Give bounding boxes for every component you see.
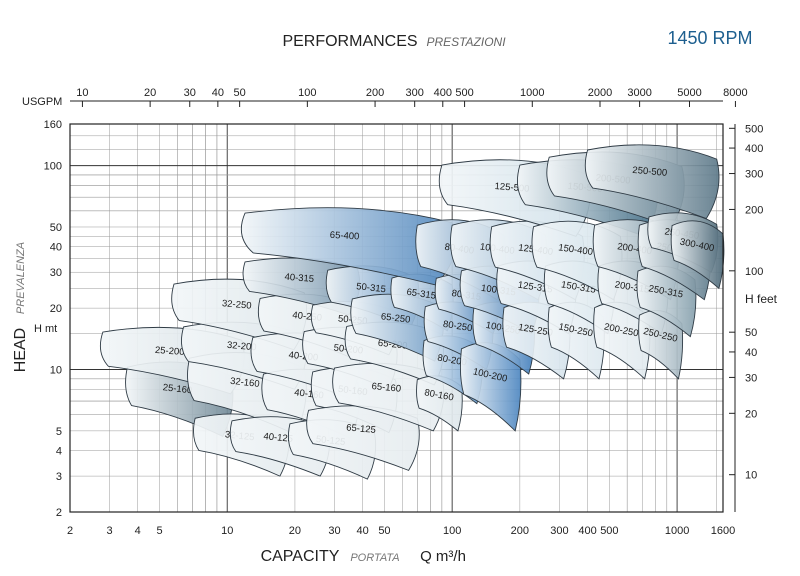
pump-region-300-400 — [670, 220, 725, 290]
y-tick-label: 4 — [56, 446, 62, 458]
x-tick-label: 1000 — [665, 525, 689, 537]
feet-tick-label: 50 — [745, 327, 757, 339]
feet-tick-label: 200 — [745, 204, 763, 216]
x-tick-label: 300 — [550, 525, 568, 537]
x-tick-label: 50 — [378, 525, 390, 537]
x-axis-unit: Q m³/h — [420, 548, 466, 565]
speed-label: 1450 RPM — [667, 28, 752, 48]
pump-label-32-250: 32-250 — [222, 298, 252, 311]
x-tick-label: 1600 — [711, 525, 735, 537]
plot-border — [69, 123, 724, 513]
x-tick-label: 20 — [289, 525, 301, 537]
usgpm-tick-label: 40 — [212, 87, 224, 99]
y-axis-title: HEAD — [12, 328, 29, 372]
x-tick-label: 4 — [135, 525, 141, 537]
pump-label-250-500: 250-500 — [632, 165, 668, 179]
usgpm-tick-label: 20 — [144, 87, 156, 99]
y-axis-unit: H mt — [34, 323, 57, 335]
x-tick-label: 400 — [578, 525, 596, 537]
usgpm-tick-label: 1000 — [520, 87, 544, 99]
pump-label-65-250: 65-250 — [380, 311, 411, 325]
pump-label-150-400: 150-400 — [558, 242, 594, 258]
pump-label-25-160: 25-160 — [162, 382, 193, 396]
usgpm-tick-label: 5000 — [677, 87, 701, 99]
x-tick-label: 10 — [221, 525, 233, 537]
pump-label-65-315: 65-315 — [406, 287, 437, 302]
feet-unit: H feet — [745, 292, 778, 306]
y-axis-subtitle: PREVALENZA — [15, 242, 27, 314]
usgpm-tick-label: 100 — [298, 87, 316, 99]
pump-label-50-315: 50-315 — [356, 281, 387, 295]
x-tick-label: 200 — [511, 525, 529, 537]
x-tick-label: 2 — [67, 525, 73, 537]
feet-tick-label: 30 — [745, 372, 757, 384]
y-tick-label: 100 — [44, 161, 62, 173]
x-axis-subtitle: PORTATA — [350, 552, 399, 564]
pump-label-40-125: 40-125 — [263, 431, 294, 445]
x-tick-label: 500 — [600, 525, 618, 537]
x-axis-title: CAPACITY — [261, 548, 340, 565]
x-tick-label: 3 — [107, 525, 113, 537]
feet-tick-label: 20 — [745, 408, 757, 420]
plot-frame — [69, 123, 724, 513]
x-tick-label: 5 — [156, 525, 162, 537]
usgpm-tick-label: 3000 — [627, 87, 651, 99]
feet-tick-label: 40 — [745, 347, 757, 359]
usgpm-tick-label: 10 — [76, 87, 88, 99]
y-tick-label: 5 — [56, 426, 62, 438]
y-tick-label: 20 — [50, 303, 62, 315]
pump-label-65-400: 65-400 — [330, 230, 360, 243]
feet-tick-label: 300 — [745, 169, 763, 181]
x-tick-label: 100 — [443, 525, 461, 537]
performance-regions: 25-16025-20032-12532-16032-20032-25040-1… — [99, 144, 725, 480]
usgpm-tick-label: 400 — [434, 87, 452, 99]
chart-header: PERFORMANCES PRESTAZIONI 1450 RPM — [282, 28, 752, 50]
pump-region-250-500 — [584, 144, 720, 220]
y-tick-label: 50 — [50, 222, 62, 234]
pump-label-32-200: 32-200 — [227, 340, 257, 353]
usgpm-tick-label: 30 — [184, 87, 196, 99]
usgpm-tick-label: 8000 — [723, 87, 747, 99]
usgpm-tick-label: 50 — [234, 87, 246, 99]
y-tick-label: 30 — [50, 267, 62, 279]
y-tick-label: 3 — [56, 471, 62, 483]
pump-label-80-200: 80-200 — [437, 353, 468, 369]
feet-tick-label: 100 — [745, 266, 763, 278]
y-tick-label: 2 — [56, 507, 62, 519]
y-tick-label: 40 — [50, 242, 62, 254]
feet-tick-label: 500 — [745, 123, 763, 135]
x-tick-label: 40 — [357, 525, 369, 537]
pump-label-32-160: 32-160 — [230, 376, 261, 390]
y-tick-label: 10 — [50, 364, 62, 376]
usgpm-unit: USGPM — [22, 96, 62, 108]
y-tick-label: 160 — [44, 119, 62, 131]
usgpm-tick-label: 2000 — [588, 87, 612, 99]
usgpm-tick-label: 200 — [366, 87, 384, 99]
chart-title: PERFORMANCES — [282, 33, 417, 50]
pump-label-40-315: 40-315 — [284, 272, 314, 285]
usgpm-tick-label: 500 — [455, 87, 473, 99]
usgpm-tick-label: 300 — [405, 87, 423, 99]
feet-tick-label: 400 — [745, 143, 763, 155]
pump-label-25-200: 25-200 — [155, 345, 185, 358]
chart-subtitle: PRESTAZIONI — [426, 35, 506, 49]
feet-tick-label: 10 — [745, 470, 757, 482]
pump-label-65-125: 65-125 — [346, 422, 376, 436]
pump-label-80-160: 80-160 — [423, 387, 454, 403]
x-tick-label: 30 — [328, 525, 340, 537]
pump-label-65-160: 65-160 — [371, 381, 402, 395]
pump-label-80-250: 80-250 — [442, 319, 473, 334]
axes: 2 3 4 5 10 20 30 40 50 100 200 300 400 500 1000 1600234… — [12, 87, 778, 565]
